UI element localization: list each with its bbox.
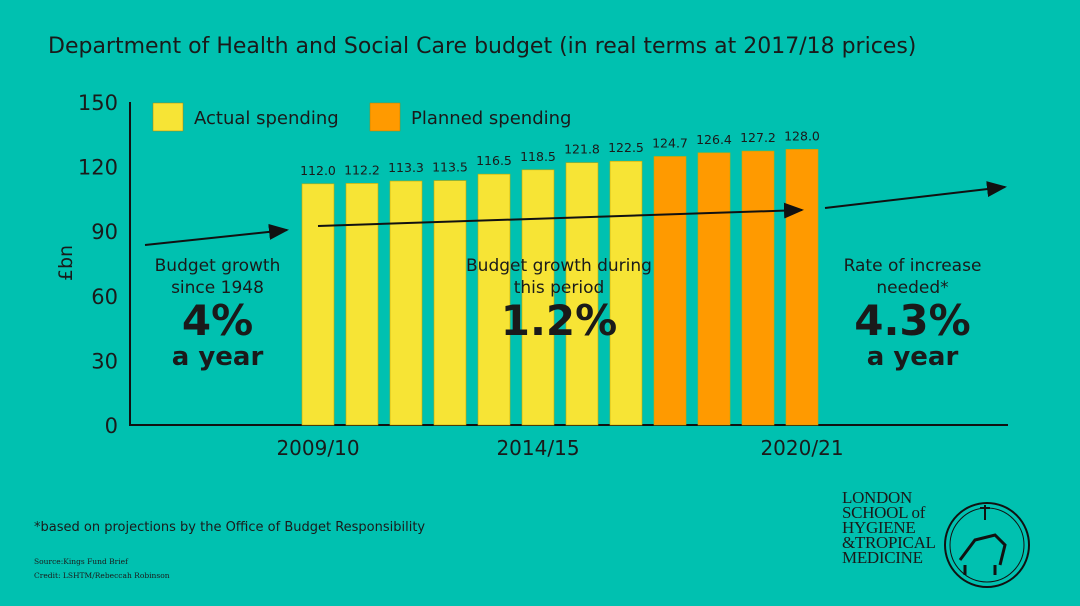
- bar-value-label: 124.7: [652, 135, 688, 150]
- bar-value-label: 128.0: [784, 128, 820, 143]
- source: Source:Kings Fund Brief: [34, 557, 128, 566]
- bar-2017/18: [653, 156, 687, 426]
- credit: Credit: LSHTM/Rebeccah Robinson: [34, 571, 170, 580]
- bar-value-label: 118.5: [520, 149, 556, 164]
- lshtm-crest-icon: [944, 502, 1030, 588]
- legend: Actual spending Planned spending: [152, 102, 571, 132]
- trend-arrows: [144, 181, 1007, 246]
- bar-value-label: 113.5: [432, 160, 468, 175]
- bar-2016/17: [609, 160, 643, 426]
- annotation-text: Rate of increase: [843, 256, 982, 276]
- logo-line: MEDICINE: [842, 548, 923, 567]
- annotation-needed: Rate of increase needed* 4.3% a year: [830, 255, 995, 371]
- bar-value-label: 121.8: [564, 142, 600, 157]
- bar-2014/15: [521, 169, 555, 426]
- arrow-needed: [824, 181, 1007, 209]
- bar-value-label: 112.2: [344, 162, 380, 177]
- logo-line: LONDON: [842, 488, 912, 507]
- bar-2011/12: [389, 180, 423, 426]
- bar-value-label: 112.0: [300, 163, 336, 178]
- bar-2015/16: [565, 162, 599, 426]
- annotation-value: 4%: [181, 296, 254, 345]
- annotation-text: Budget growth: [154, 256, 281, 276]
- footnote: *based on projections by the Office of B…: [34, 520, 426, 535]
- y-tick-label: 0: [105, 414, 118, 438]
- annotation-since-1948: Budget growth since 1948 4% a year: [140, 255, 295, 371]
- bar-value-label: 113.3: [388, 160, 424, 175]
- arrow-since-1948: [144, 223, 289, 246]
- bar-2009/10: [301, 183, 335, 426]
- y-tick-label: 150: [78, 91, 118, 115]
- bar-2010/11: [345, 183, 379, 426]
- bar-2013/14: [477, 173, 511, 426]
- y-axis-label: £bn: [55, 245, 77, 281]
- y-tick-label: 30: [91, 349, 118, 373]
- bar-value-label: 122.5: [608, 140, 644, 155]
- bar-value-label: 127.2: [740, 130, 776, 145]
- annotation-text: since 1948: [171, 278, 264, 298]
- logo-line: SCHOOL of: [842, 503, 926, 522]
- y-tick-label: 60: [91, 285, 118, 309]
- bar-value-label: 126.4: [696, 132, 732, 147]
- legend-label: Actual spending: [194, 108, 339, 129]
- x-tick-label: 2014/15: [496, 436, 579, 460]
- lshtm-logo: LONDON SCHOOL of HYGIENE &TROPICAL MEDIC…: [842, 488, 936, 567]
- x-tick-label: 2009/10: [276, 436, 359, 460]
- bar-value-label: 116.5: [476, 153, 512, 168]
- annotation-value: 1.2%: [500, 296, 618, 345]
- logo-line: &TROPICAL: [842, 533, 936, 552]
- annotation-value: 4.3%: [854, 296, 971, 345]
- annotation-unit: a year: [866, 342, 959, 372]
- annotation-text: this period: [513, 278, 605, 298]
- bar-2019/20: [741, 150, 775, 426]
- annotation-text: Budget growth during: [466, 256, 652, 276]
- legend-swatch: [152, 102, 184, 132]
- x-tick-label: 2020/21: [760, 436, 843, 460]
- legend-label: Planned spending: [411, 108, 571, 129]
- chart-title: Department of Health and Social Care bud…: [48, 34, 917, 59]
- y-tick-label: 120: [78, 156, 118, 180]
- annotation-this-period: Budget growth during this period 1.2%: [450, 255, 668, 343]
- annotation-text: needed*: [876, 278, 949, 298]
- bar-2018/19: [697, 152, 731, 426]
- legend-swatch: [369, 102, 401, 132]
- y-tick-label: 90: [91, 220, 118, 244]
- logo-line: HYGIENE: [842, 518, 916, 537]
- annotation-unit: a year: [171, 342, 264, 372]
- bar-2020/21: [785, 149, 819, 426]
- arrow-this-period: [317, 202, 804, 227]
